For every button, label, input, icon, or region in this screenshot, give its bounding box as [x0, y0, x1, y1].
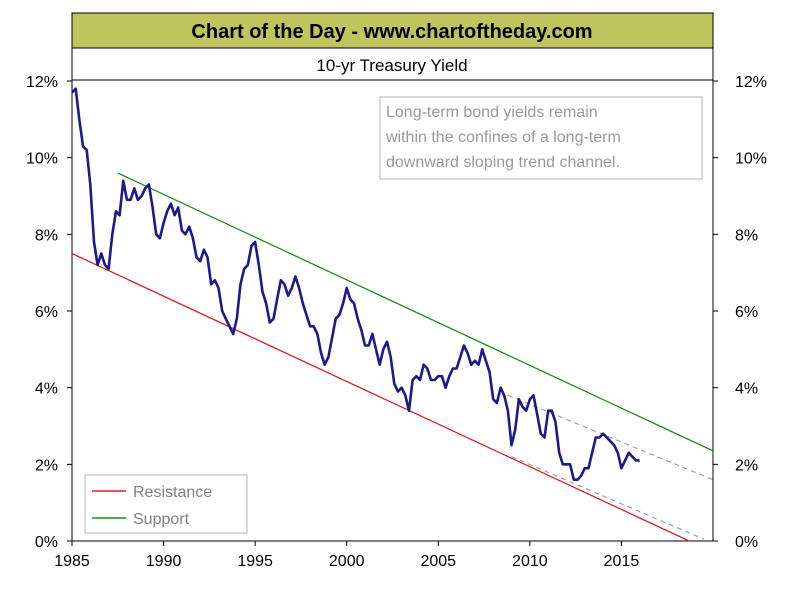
y-tick-label-right: 10% — [735, 151, 767, 168]
y-tick-label-right: 2% — [735, 457, 758, 474]
x-tick-label: 1995 — [237, 553, 273, 570]
y-tick-label-right: 0% — [735, 534, 758, 551]
banner-title: Chart of the Day - www.chartoftheday.com — [191, 21, 592, 43]
channel-dashed-line — [511, 456, 705, 540]
x-tick-label: 2000 — [329, 553, 365, 570]
legend-box — [84, 474, 248, 534]
annotation-box — [379, 96, 703, 180]
legend-label-support: Support — [133, 511, 190, 528]
y-tick-label-left: 8% — [35, 227, 58, 244]
yield-line — [71, 87, 640, 482]
x-tick-label: 1990 — [146, 553, 182, 570]
annotation-line-3: downward sloping trend channel. — [386, 154, 620, 171]
resistance-line — [71, 252, 690, 542]
y-tick-label-right: 8% — [735, 227, 758, 244]
y-tick-label-left: 4% — [35, 381, 58, 398]
support-line — [117, 172, 714, 452]
x-tick-label: 1985 — [54, 553, 90, 570]
channel-dashed-line — [507, 394, 714, 481]
y-tick-label-left: 2% — [35, 457, 58, 474]
banner-background — [71, 12, 714, 49]
axes: 0% 0% 2% 2% 4% 4% 6% 6% 8% 8% 10% 10% 12% 12% 1985 1990… — [26, 74, 767, 570]
y-tick-label-right: 12% — [735, 74, 767, 91]
annotation-line-1: Long-term bond yields remain — [386, 104, 598, 121]
y-tick-label-left: 12% — [26, 74, 58, 91]
x-tick-label: 2010 — [512, 553, 548, 570]
legend-label-resistance: Resistance — [133, 484, 212, 501]
x-tick-label: 2015 — [604, 553, 640, 570]
chart-title: 10-yr Treasury Yield — [316, 56, 467, 75]
y-tick-label-left: 6% — [35, 304, 58, 321]
plot-frame — [71, 12, 714, 542]
series-lines — [71, 87, 714, 542]
y-tick-label-right: 6% — [735, 304, 758, 321]
x-tick-label: 2005 — [420, 553, 456, 570]
y-tick-label-left: 10% — [26, 151, 58, 168]
y-tick-label-right: 4% — [735, 381, 758, 398]
y-tick-label-left: 0% — [35, 534, 58, 551]
annotation-line-2: within the confines of a long-term — [385, 129, 621, 146]
